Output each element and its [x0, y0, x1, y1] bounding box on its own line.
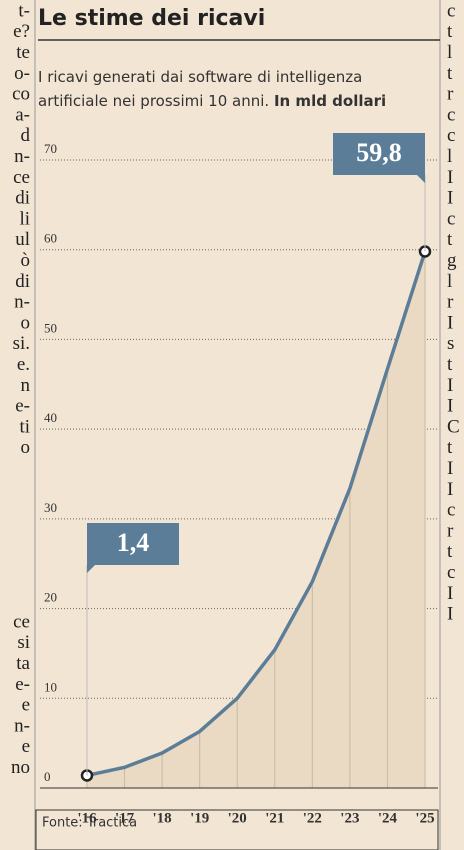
column-text: I	[447, 167, 453, 188]
column-text: e.	[17, 354, 30, 375]
column-text: r	[447, 84, 454, 105]
footer-box	[35, 809, 439, 850]
y-tick-label: 30	[44, 500, 57, 515]
x-tick-label: '19	[190, 810, 209, 826]
column-text: ta	[16, 653, 30, 674]
column-text: e-	[15, 674, 30, 695]
x-tick-label: '20	[228, 810, 247, 826]
column-text: I	[447, 583, 453, 604]
column-text: c	[447, 104, 455, 125]
column-text: o	[21, 437, 31, 458]
column-text: no	[11, 757, 30, 778]
column-text: si.	[13, 333, 30, 354]
x-tick-label: '25	[415, 810, 434, 826]
line	[86, 250, 427, 778]
column-text: I	[447, 375, 453, 396]
column-text: n	[21, 375, 31, 396]
area	[87, 251, 425, 789]
column-text: c	[447, 208, 455, 229]
x-tick-label: '23	[340, 810, 359, 826]
column-text: I	[447, 188, 453, 209]
column-text: e	[22, 736, 30, 757]
y-tick-label: 40	[44, 410, 57, 425]
column-text: c	[447, 0, 455, 21]
column-text: g	[447, 250, 457, 271]
column-text: t	[447, 354, 453, 375]
subtitle-part: artificiale nei prossimi 10 anni.	[38, 92, 274, 110]
callout-tip	[87, 565, 95, 573]
column-text: l	[447, 146, 452, 167]
chart-title: Le stime dei ricavi	[38, 6, 265, 31]
column-text: c	[447, 500, 455, 521]
value-label: 1,4	[117, 528, 150, 557]
column-text: ul	[15, 229, 30, 250]
column-text: o-	[14, 63, 30, 84]
callout-tip	[417, 175, 425, 183]
column-text: I	[447, 604, 453, 625]
y-tick-label: 70	[44, 141, 57, 156]
column-text: e?	[13, 21, 30, 42]
column-text: I	[447, 396, 453, 417]
column-text: co	[12, 84, 30, 105]
column-text: t	[447, 21, 453, 42]
x-tick-label: '16	[77, 810, 97, 826]
column-text: l	[447, 271, 452, 292]
y-tick-label: 0	[44, 769, 51, 784]
column-text: r	[447, 520, 454, 541]
column-text: si	[17, 632, 30, 653]
column-text: ce	[13, 611, 30, 632]
column-text: I	[447, 458, 453, 479]
column-text: li	[19, 208, 30, 229]
callout-box	[333, 133, 425, 175]
x-tick-label: '18	[153, 810, 172, 826]
y-tick-label: 60	[44, 231, 57, 246]
column-text: te	[16, 42, 30, 63]
column-text: ò	[21, 250, 31, 271]
y-tick-label: 50	[44, 320, 57, 335]
column-text: t-	[18, 0, 30, 21]
column-text: e	[22, 695, 30, 716]
column-text: t	[447, 437, 453, 458]
column-text: n-	[14, 715, 30, 736]
column-text: ce	[13, 167, 30, 188]
y-tick-label: 10	[44, 679, 57, 694]
column-text: ti	[19, 416, 30, 437]
column-text: o	[21, 312, 31, 333]
column-text: C	[447, 416, 460, 437]
x-tick-label: '21	[265, 810, 284, 826]
column-text: r	[447, 292, 454, 313]
column-text: n-	[14, 292, 30, 313]
callout-box	[87, 523, 179, 565]
column-text: c	[447, 125, 455, 146]
x-tick-label: '24	[378, 810, 398, 826]
column-text: s	[447, 333, 454, 354]
column-text: c	[447, 562, 455, 583]
column-text: t	[447, 541, 453, 562]
column-text: I	[447, 312, 453, 333]
x-tick-label: '17	[115, 810, 135, 826]
column-text: d	[21, 125, 31, 146]
column-text: l	[447, 42, 452, 63]
column-text: e-	[15, 396, 30, 417]
x-tick-label: '22	[303, 810, 322, 826]
subtitle: artificiale nei prossimi 10 anni. In mld…	[38, 92, 386, 110]
subtitle-part: I ricavi generati dai software di intell…	[38, 68, 362, 86]
column-text: n-	[14, 146, 30, 167]
column-text: di	[15, 188, 30, 209]
y-tick-label: 20	[44, 590, 57, 605]
subtitle: I ricavi generati dai software di intell…	[38, 68, 362, 86]
source: Fonte: Tractica	[42, 816, 137, 831]
column-text: I	[447, 479, 453, 500]
column-text: a-	[15, 104, 30, 125]
column-text: di	[15, 271, 30, 292]
column-text: t	[447, 229, 453, 250]
value-label: 59,8	[356, 138, 402, 167]
unit-note: In mld dollari	[274, 92, 386, 110]
column-text: t	[447, 63, 453, 84]
